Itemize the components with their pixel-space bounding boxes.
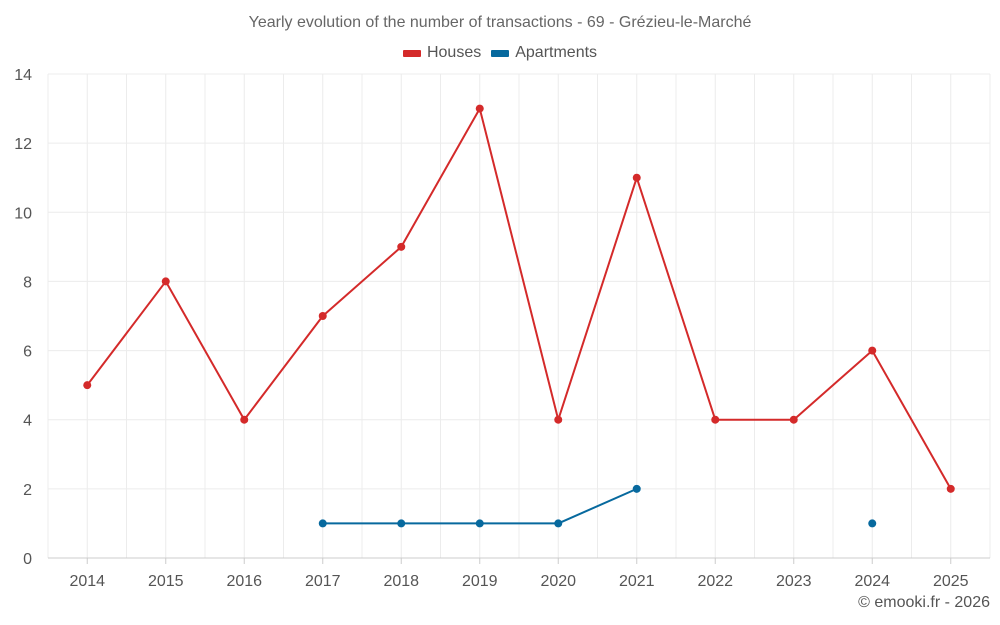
data-point-houses [240,415,249,424]
y-tick-label: 4 [23,413,32,430]
data-point-houses [475,104,484,113]
data-point-houses [554,415,563,424]
legend-item-apartments[interactable]: Apartments [491,44,597,62]
series-line-houses [86,107,952,490]
data-point-houses [868,346,877,355]
data-point-houses [397,242,406,251]
credit-text: © emooki.fr - 2026 [858,594,990,611]
y-tick-label: 6 [23,344,32,361]
data-point-houses [632,173,641,182]
x-tick-label: 2017 [305,573,341,590]
data-point-apartments [868,519,877,528]
axes [48,557,990,564]
legend-label-houses: Houses [426,44,482,61]
y-tick-label: 10 [14,205,32,222]
legend: Houses Apartments [0,44,1000,62]
x-tick-label: 2018 [383,573,419,590]
y-tick-label: 12 [14,136,32,153]
data-point-apartments [632,484,641,493]
data-point-apartments [554,519,563,528]
x-tick-label: 2016 [226,573,262,590]
chart-title: Yearly evolution of the number of transa… [248,14,752,31]
data-point-houses [946,484,955,493]
x-tick-label: 2021 [619,573,655,590]
data-point-houses [318,312,327,320]
data-point-houses [789,415,798,424]
data-point-houses [83,381,92,390]
data-point-houses [711,415,720,424]
y-tick-label: 14 [14,67,32,84]
legend-label-apartments: Apartments [515,44,598,61]
legend-swatch-houses [402,49,421,57]
data-points [83,104,955,528]
x-tick-label: 2024 [854,573,890,590]
data-point-apartments [318,519,327,528]
grid-lines [47,73,991,558]
x-tick-label: 2023 [776,573,812,590]
x-tick-label: 2019 [462,573,498,590]
x-tick-label: 2015 [148,573,184,590]
data-point-apartments [397,519,406,528]
data-point-houses [161,277,170,286]
legend-item-houses[interactable]: Houses [402,44,482,62]
legend-swatch-apartments [491,49,510,57]
y-tick-label: 2 [23,482,32,499]
data-point-apartments [475,519,484,528]
y-tick-label: 0 [23,551,32,568]
x-tick-label: 2014 [69,573,105,590]
x-tick-label: 2025 [933,573,969,590]
x-tick-label: 2022 [697,573,733,590]
y-tick-label: 8 [23,274,32,291]
x-tick-label: 2020 [540,573,576,590]
tick-labels: 0 2 4 6 8 10 12 14 2014 2015 2016 2017 2018 2019 2020 2… [14,67,968,590]
